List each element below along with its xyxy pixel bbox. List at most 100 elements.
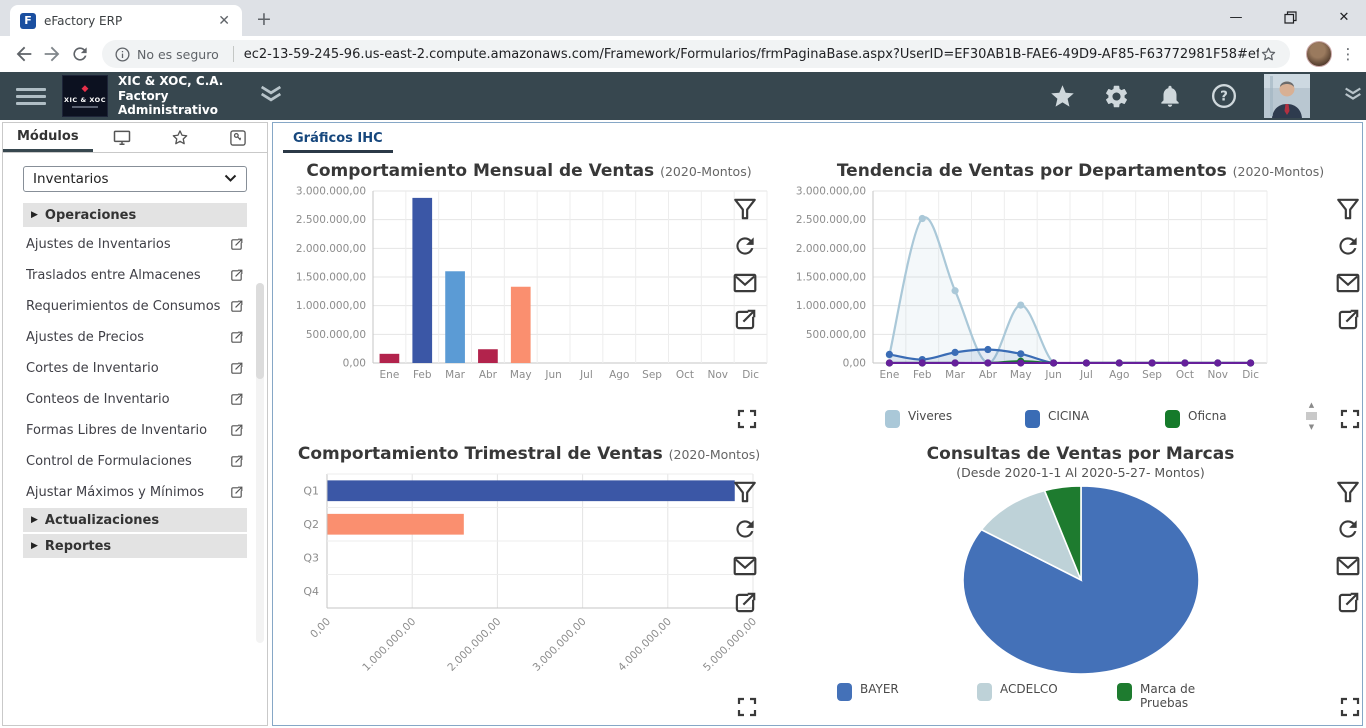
legend-item[interactable]: Oficna xyxy=(1165,409,1305,428)
monitor-icon[interactable] xyxy=(93,123,151,152)
fullscreen-icon[interactable] xyxy=(1338,695,1362,719)
user-avatar[interactable] xyxy=(1264,74,1310,118)
refresh-icon[interactable] xyxy=(732,233,758,259)
filter-icon[interactable] xyxy=(1335,196,1361,222)
open-in-window-icon[interactable] xyxy=(229,237,244,252)
bookmark-star-icon[interactable] xyxy=(1259,45,1278,64)
legend-item[interactable]: Viveres xyxy=(885,409,1025,428)
refresh-icon[interactable] xyxy=(732,516,758,542)
legend-swatch xyxy=(1117,683,1132,701)
url-text[interactable]: ec2-13-59-245-96.us-east-2.compute.amazo… xyxy=(243,46,1259,62)
open-in-window-icon[interactable] xyxy=(229,485,244,500)
sidebar-item[interactable]: Cortes de Inventario xyxy=(23,353,247,384)
tab-graficos-ihc[interactable]: Gráficos IHC xyxy=(283,126,393,153)
svg-text:Feb: Feb xyxy=(913,369,932,381)
filter-icon[interactable] xyxy=(1335,479,1361,505)
mail-icon[interactable] xyxy=(1335,553,1361,579)
svg-text:Q4: Q4 xyxy=(303,585,319,598)
help-icon[interactable]: ? xyxy=(1210,82,1238,110)
svg-text:Ene: Ene xyxy=(380,369,400,381)
export-icon[interactable] xyxy=(732,590,758,616)
sidebar-scrollbar[interactable] xyxy=(256,283,264,643)
filter-icon[interactable] xyxy=(732,196,758,222)
settings-gear-icon[interactable] xyxy=(1102,82,1130,110)
sidebar-item[interactable]: Ajustes de Precios xyxy=(23,322,247,353)
sidebar-section-operaciones[interactable]: ▶ Operaciones xyxy=(23,203,247,229)
sidebar-item[interactable]: Control de Formulaciones xyxy=(23,446,247,477)
legend-swatch xyxy=(885,409,900,428)
main-panel: Gráficos IHC Comportamiento Mensual de V… xyxy=(272,122,1363,726)
favorites-star-icon[interactable] xyxy=(1048,82,1076,110)
sidebar-item[interactable]: Ajustar Máximos y Mínimos xyxy=(23,477,247,508)
fullscreen-icon[interactable] xyxy=(735,695,759,719)
collapse-chevrons-icon[interactable] xyxy=(1342,85,1364,107)
open-in-window-icon[interactable] xyxy=(229,268,244,283)
omnibox[interactable]: No es seguro ec2-13-59-245-96.us-east-2.… xyxy=(102,40,1290,68)
info-icon[interactable] xyxy=(114,46,131,63)
legend-item[interactable]: BAYER xyxy=(837,682,977,710)
module-selector-value: Inventarios xyxy=(33,171,109,187)
sidebar-item[interactable]: Requerimientos de Consumos xyxy=(23,291,247,322)
legend-swatch xyxy=(1165,409,1180,428)
sidebar-item[interactable]: Traslados entre Almacenes xyxy=(23,260,247,291)
fullscreen-icon[interactable] xyxy=(1338,407,1362,431)
company-logo: ◆ XIC & XOC xyxy=(62,75,108,117)
mail-icon[interactable] xyxy=(732,270,758,296)
tab-modulos[interactable]: Módulos xyxy=(3,123,93,152)
open-in-window-icon[interactable] xyxy=(229,392,244,407)
fullscreen-icon[interactable] xyxy=(735,407,759,431)
notifications-bell-icon[interactable] xyxy=(1156,82,1184,110)
svg-text:2.000.000,00: 2.000.000,00 xyxy=(445,616,503,674)
legend-item[interactable]: Marca de Pruebas xyxy=(1117,682,1257,710)
open-in-window-icon[interactable] xyxy=(229,330,244,345)
browser-menu-icon[interactable]: ⋮ xyxy=(1340,44,1356,63)
svg-text:0,00: 0,00 xyxy=(843,358,866,370)
tab-close-icon[interactable]: ✕ xyxy=(218,12,230,29)
legend-item[interactable]: CICINA xyxy=(1025,409,1165,428)
svg-text:1.500.000,00: 1.500.000,00 xyxy=(296,272,366,284)
mail-icon[interactable] xyxy=(732,553,758,579)
sidebar-item[interactable]: Formas Libres de Inventario xyxy=(23,415,247,446)
reload-icon[interactable] xyxy=(66,40,94,68)
chart-tools xyxy=(1330,196,1366,333)
chart-tools xyxy=(727,479,763,616)
legend-label: CICINA xyxy=(1048,408,1090,423)
sidebar-item[interactable]: Ajustes de Inventarios xyxy=(23,229,247,260)
browser-tab[interactable]: F eFactory ERP ✕ xyxy=(10,5,242,36)
star-icon[interactable] xyxy=(151,123,209,152)
export-icon[interactable] xyxy=(1335,307,1361,333)
mail-icon[interactable] xyxy=(1335,270,1361,296)
new-tab-button[interactable]: + xyxy=(256,8,272,30)
window-minimize-button[interactable]: — xyxy=(1229,9,1243,25)
sidebar-section-reportes[interactable]: ▶ Reportes xyxy=(23,534,247,560)
company-line2: Factory xyxy=(118,88,169,103)
sidebar-section-actualizaciones[interactable]: ▶ Actualizaciones xyxy=(23,508,247,534)
legend-item[interactable]: ACDELCO xyxy=(977,682,1117,710)
open-in-window-icon[interactable] xyxy=(229,454,244,469)
back-icon[interactable] xyxy=(10,40,38,68)
svg-text:Dic: Dic xyxy=(1242,369,1259,381)
window-close-button[interactable]: ✕ xyxy=(1338,9,1350,25)
sidebar-item[interactable]: Conteos de Inventario xyxy=(23,384,247,415)
open-in-window-icon[interactable] xyxy=(229,423,244,438)
sidebar-item-label: Conteos de Inventario xyxy=(26,392,170,407)
forward-icon[interactable] xyxy=(38,40,66,68)
open-in-window-icon[interactable] xyxy=(229,361,244,376)
module-selector[interactable]: Inventarios xyxy=(23,166,247,192)
browser-profile-avatar[interactable] xyxy=(1306,41,1332,67)
svg-text:Sep: Sep xyxy=(1142,369,1162,381)
export-icon[interactable] xyxy=(1335,590,1361,616)
hamburger-menu-icon[interactable] xyxy=(16,84,46,109)
svg-text:500.000,00: 500.000,00 xyxy=(806,329,866,341)
export-icon[interactable] xyxy=(732,307,758,333)
svg-text:Jun: Jun xyxy=(1044,369,1061,381)
key-icon[interactable] xyxy=(209,123,267,152)
refresh-icon[interactable] xyxy=(1335,233,1361,259)
refresh-icon[interactable] xyxy=(1335,516,1361,542)
expand-company-chevrons-icon[interactable] xyxy=(257,84,285,108)
svg-text:4.000.000,00: 4.000.000,00 xyxy=(616,616,674,674)
open-in-window-icon[interactable] xyxy=(229,299,244,314)
legend-scrollbar[interactable]: ▲ ▼ xyxy=(1305,401,1318,431)
filter-icon[interactable] xyxy=(732,479,758,505)
window-restore-button[interactable] xyxy=(1278,10,1302,24)
